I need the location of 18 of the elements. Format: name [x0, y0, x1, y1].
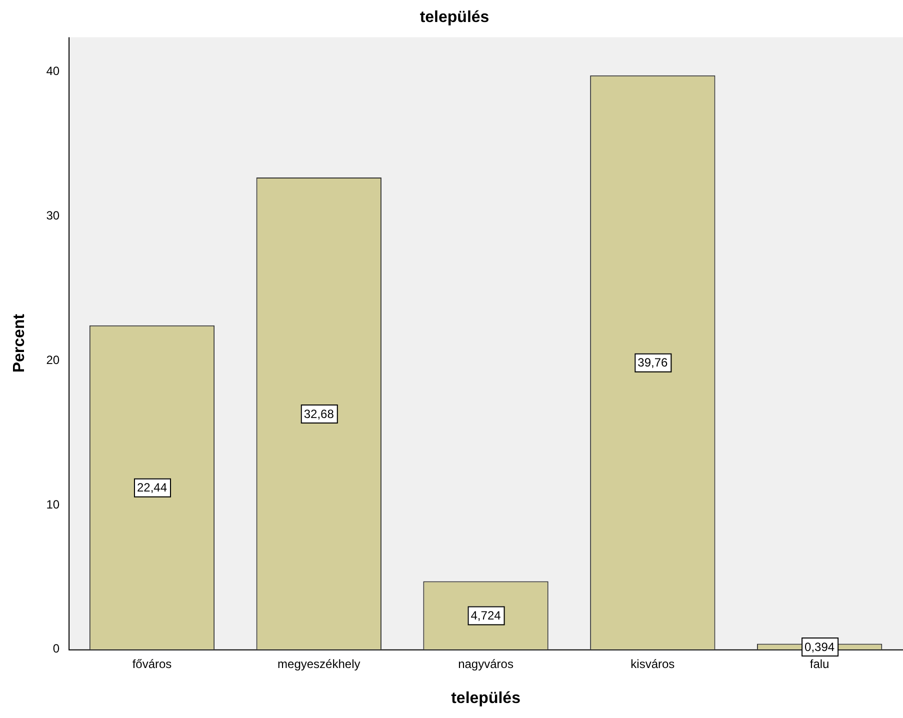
- x-tick-label: nagyváros: [458, 656, 514, 671]
- x-tick-label: megyeszékhely: [278, 656, 360, 671]
- x-axis-title: település: [451, 690, 521, 707]
- y-tick-label: 0: [52, 642, 60, 656]
- data-label: 22,44: [136, 480, 168, 495]
- chart-title: település: [420, 9, 490, 26]
- x-tick-label: kisváros: [630, 656, 675, 671]
- y-tick-label: 20: [46, 352, 60, 367]
- y-tick-label: 40: [46, 64, 60, 78]
- data-label: 0,394: [804, 640, 835, 654]
- data-label: 39,76: [638, 356, 668, 370]
- data-label: 32,68: [304, 406, 334, 421]
- y-tick-label: 30: [46, 208, 60, 223]
- data-label: 4,724: [470, 608, 502, 623]
- x-tick-label: falu: [810, 656, 830, 671]
- y-axis-title: Percent: [11, 313, 28, 373]
- y-tick-label: 10: [46, 497, 60, 512]
- x-tick-label: főváros: [132, 656, 172, 671]
